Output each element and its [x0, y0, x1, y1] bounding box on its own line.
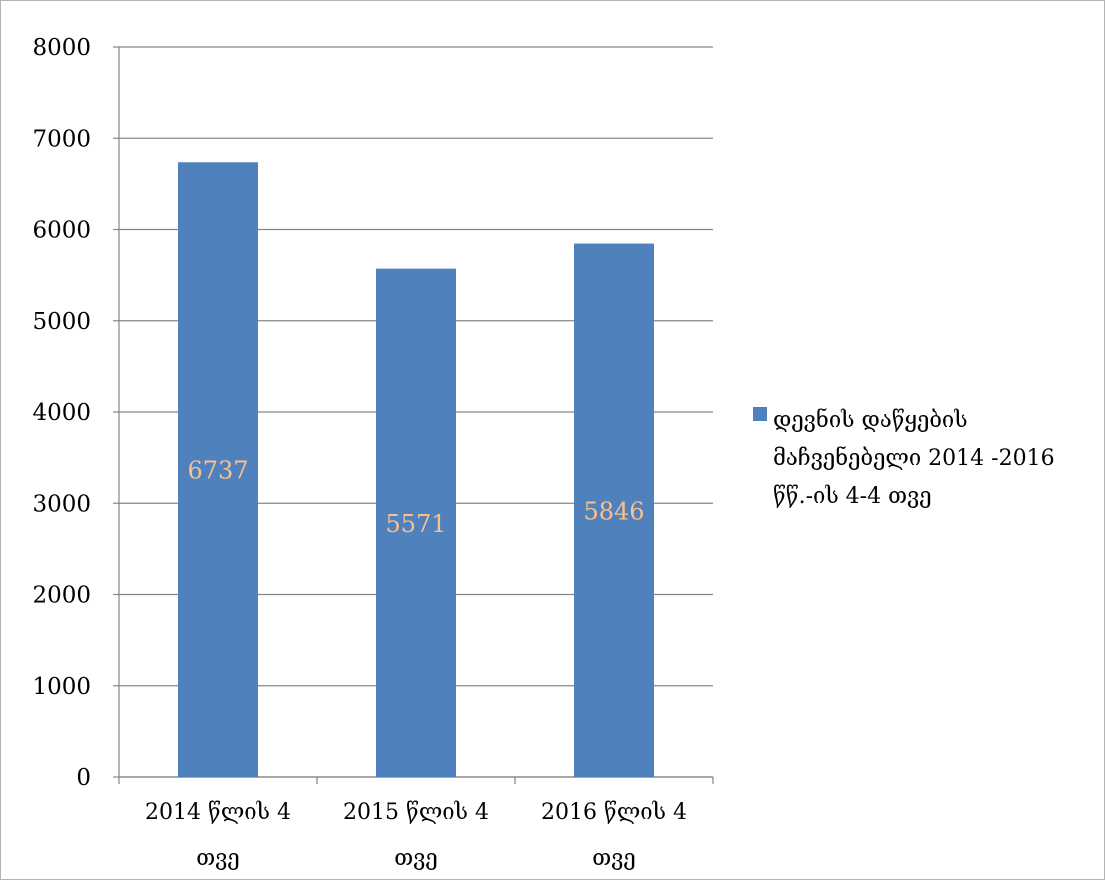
- y-tick-label: 0: [76, 765, 91, 791]
- x-category-label: 2014 წლის 4: [145, 800, 291, 825]
- y-tick-label: 4000: [32, 400, 91, 426]
- y-tick-label: 8000: [32, 35, 91, 61]
- bar: [376, 268, 456, 777]
- y-tick-label: 7000: [32, 126, 91, 152]
- data-label: 6737: [187, 457, 248, 485]
- y-tick-label: 1000: [32, 674, 91, 700]
- legend-swatch: [753, 407, 767, 421]
- x-category-label: თვე: [394, 846, 438, 871]
- x-category-label: 2016 წლის 4: [541, 800, 687, 825]
- x-category-label: თვე: [592, 846, 636, 871]
- legend-label: დევნის დაწყების მაჩვენებელი 2014 -2016 წ…: [773, 408, 1055, 509]
- data-label: 5846: [583, 497, 644, 525]
- y-tick-label: 3000: [32, 491, 91, 517]
- legend: დევნის დაწყების მაჩვენებელი 2014 -2016 წ…: [753, 402, 1093, 516]
- y-tick-label: 6000: [32, 218, 91, 244]
- y-tick-label: 2000: [32, 583, 91, 609]
- x-category-label: თვე: [196, 846, 240, 871]
- x-category-label: 2015 წლის 4: [343, 800, 489, 825]
- data-label: 5571: [385, 510, 446, 538]
- bar: [178, 162, 258, 777]
- y-tick-label: 5000: [32, 309, 91, 335]
- bar: [574, 243, 654, 778]
